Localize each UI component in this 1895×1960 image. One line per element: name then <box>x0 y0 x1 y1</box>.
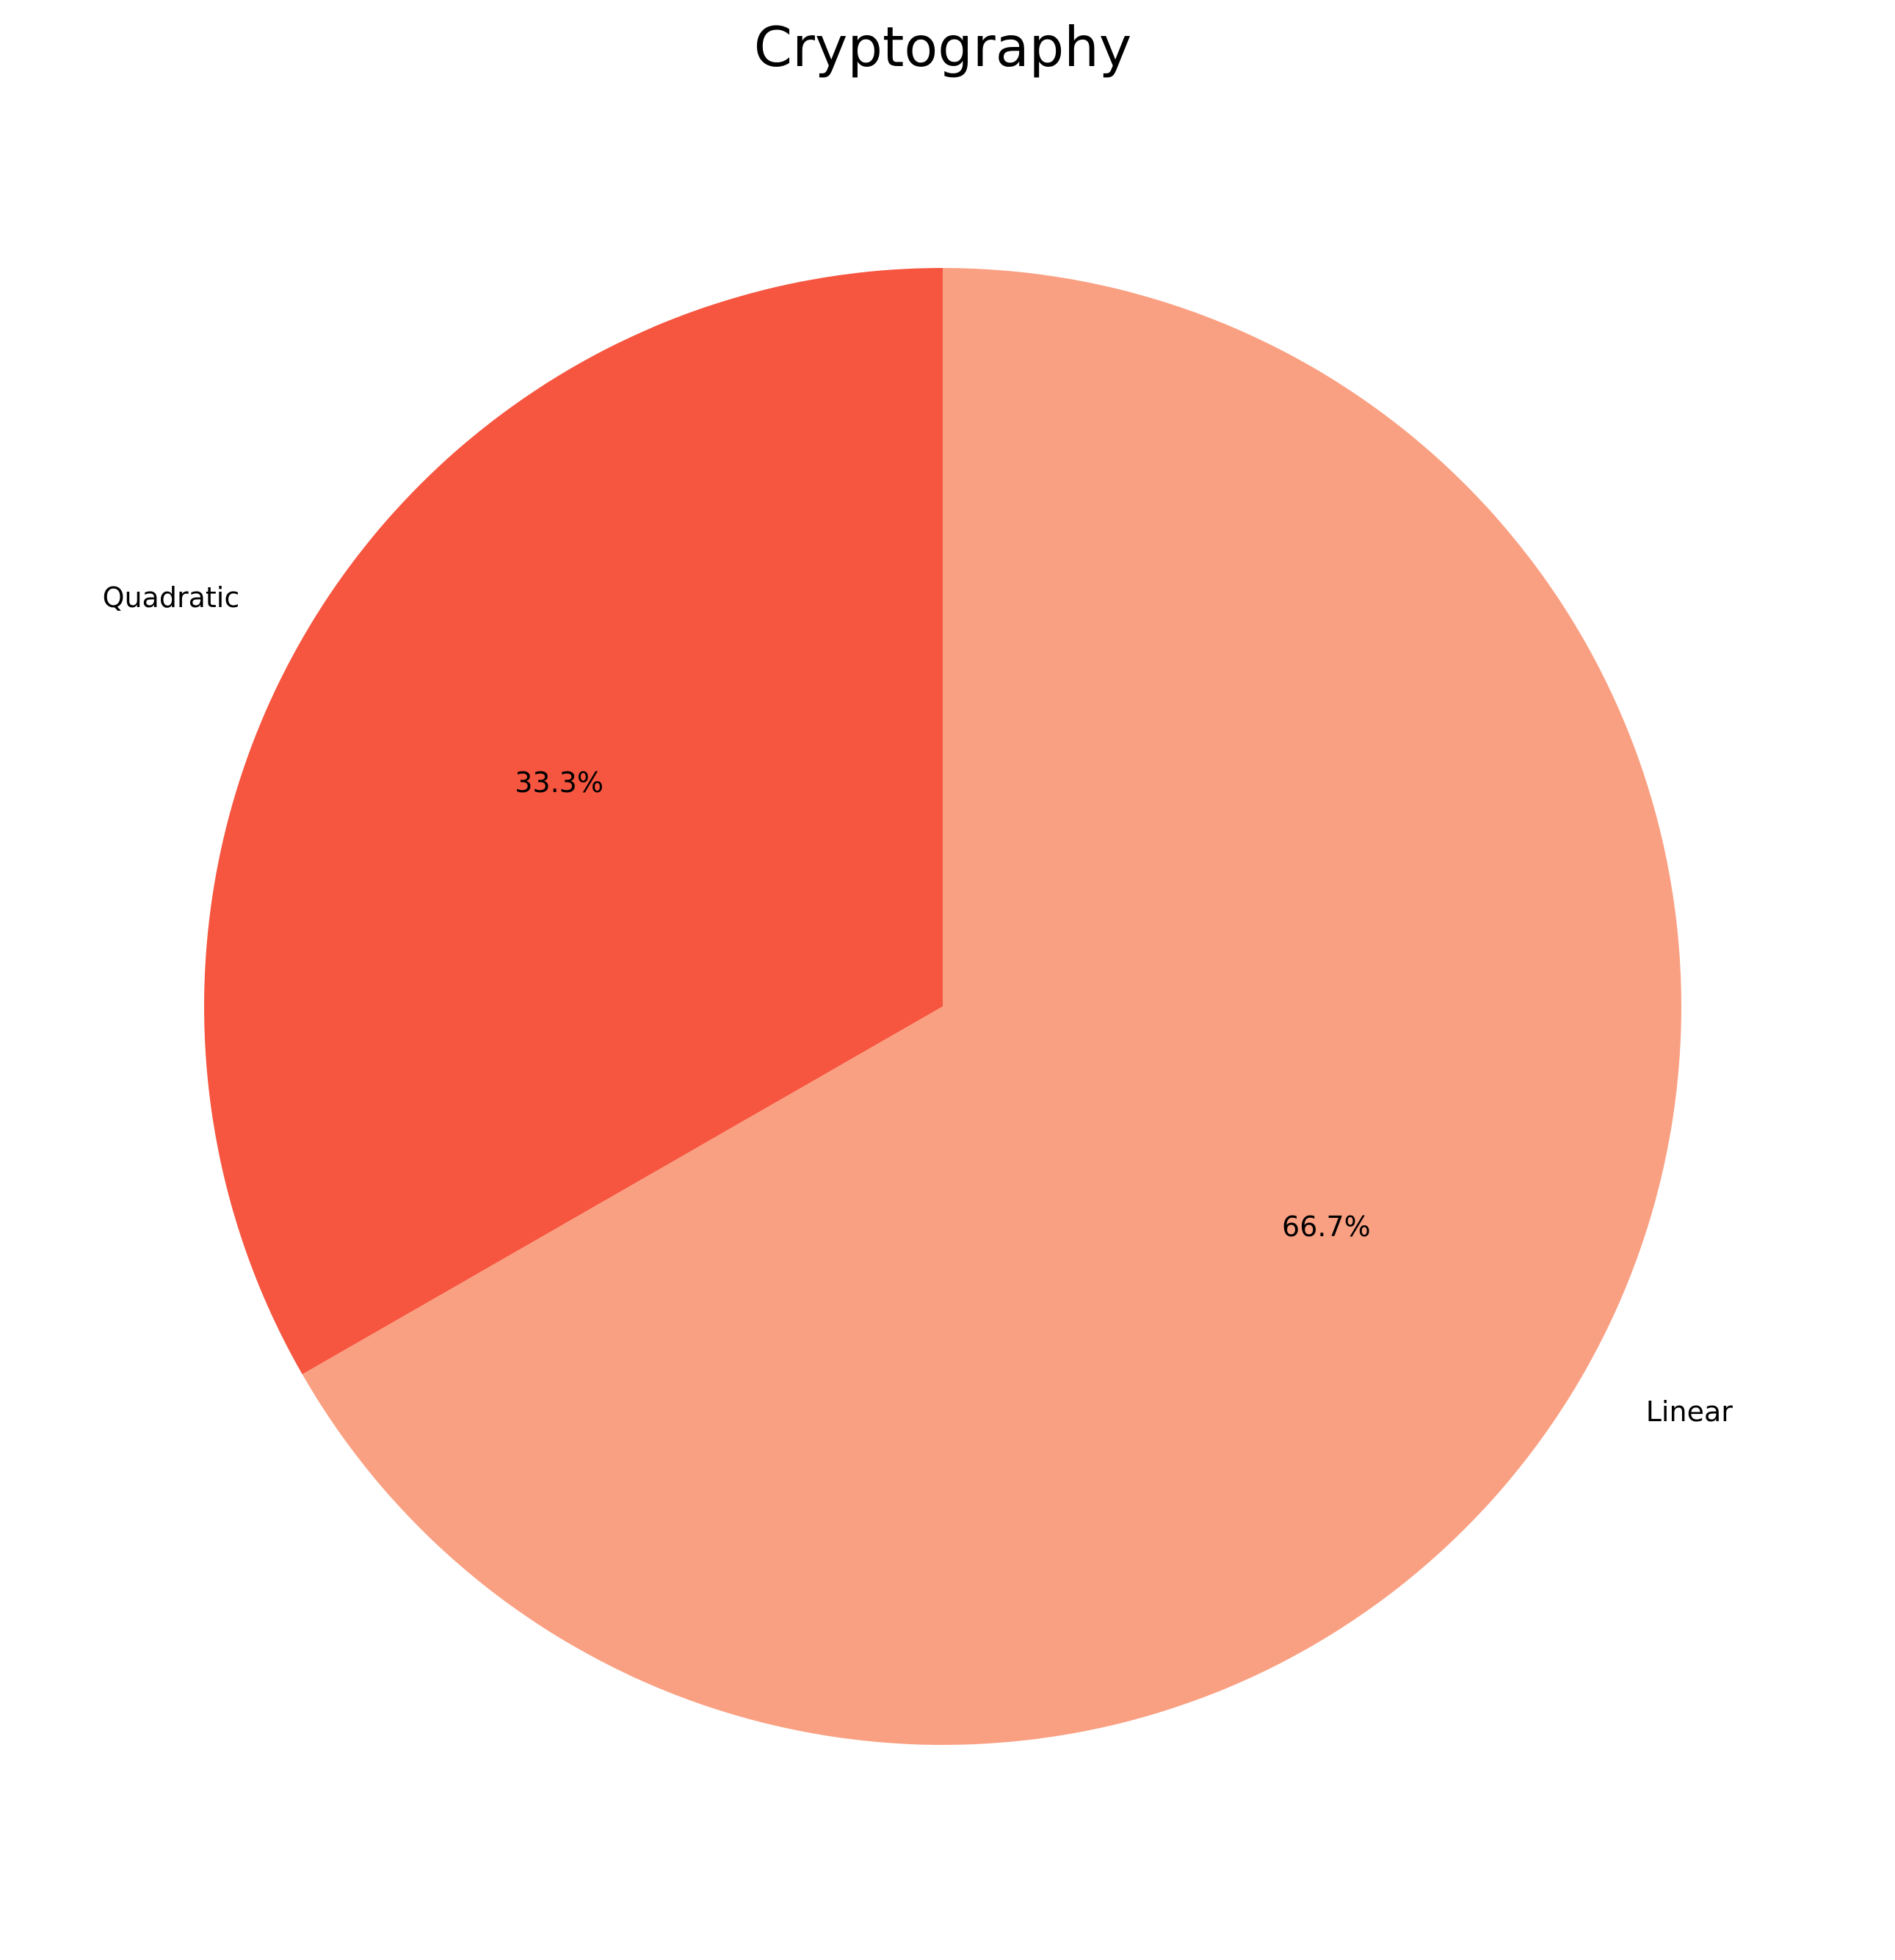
pie-slice-linear <box>302 268 1682 1745</box>
chart-title: Cryptography <box>754 15 1131 79</box>
slice-label-linear: Linear <box>1646 1395 1733 1428</box>
pie-slices <box>204 268 1682 1745</box>
slice-percent-quadratic: 33.3% <box>515 766 604 799</box>
slice-percent-linear: 66.7% <box>1282 1211 1371 1243</box>
slice-label-quadratic: Quadratic <box>103 581 240 614</box>
pie-slice-quadratic <box>204 268 943 1375</box>
pie-labels: Quadratic 33.3% Linear 66.7% <box>103 581 1733 1428</box>
